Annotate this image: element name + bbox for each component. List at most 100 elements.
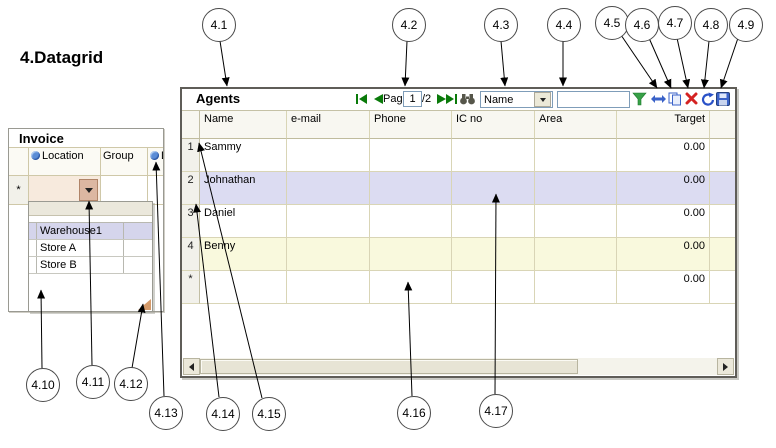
cell-target[interactable]: 0.00 xyxy=(617,205,710,238)
resize-grip[interactable] xyxy=(138,299,151,310)
column-summary-icon xyxy=(150,151,159,160)
cell-target[interactable]: 0.00 xyxy=(617,271,710,304)
row-selector[interactable]: 3 xyxy=(182,205,200,238)
last-page-button[interactable] xyxy=(445,92,459,106)
dropdown-item-label: Warehouse1 xyxy=(37,223,124,239)
cell-email[interactable] xyxy=(287,205,370,238)
cell-email[interactable] xyxy=(287,238,370,271)
invoice-row-selector-header[interactable] xyxy=(9,147,29,176)
dropdown-item-store-a[interactable]: Store A xyxy=(29,240,152,257)
dropdown-item-warehouse1[interactable]: Warehouse1 xyxy=(29,223,152,240)
new-row-marker[interactable]: * xyxy=(182,271,200,304)
scrollbar-thumb[interactable] xyxy=(200,359,578,374)
cell-email[interactable] xyxy=(287,139,370,172)
combo-dropdown-button[interactable] xyxy=(534,92,551,107)
cell-target[interactable]: 0.00 xyxy=(617,172,710,205)
cell-phone[interactable] xyxy=(370,205,452,238)
page-total-label: /2 xyxy=(422,93,432,105)
invoice-column-header-group[interactable]: Group xyxy=(101,147,148,176)
cell-ic-no[interactable] xyxy=(452,139,535,172)
dropdown-popup-header xyxy=(29,202,152,216)
invoice-location-combo-cell[interactable] xyxy=(29,176,101,205)
find-button[interactable] xyxy=(459,93,476,105)
cell-ic-no[interactable] xyxy=(452,205,535,238)
cell-phone[interactable] xyxy=(370,271,452,304)
cell-area[interactable] xyxy=(535,238,617,271)
invoice-column-label-des: Des xyxy=(161,150,163,162)
filter-button[interactable] xyxy=(632,92,647,106)
row-selector[interactable]: 4 xyxy=(182,238,200,271)
chevron-down-icon xyxy=(539,97,546,102)
table-row-selected[interactable]: 2 Johnathan 0.00 xyxy=(182,172,735,205)
invoice-des-cell[interactable] xyxy=(148,176,163,205)
callout-4-5: 4.5 xyxy=(595,6,629,40)
first-page-button[interactable] xyxy=(355,92,369,106)
invoice-column-header-location[interactable]: Location xyxy=(29,147,101,176)
cell-ic-no[interactable] xyxy=(452,172,535,205)
search-field-selector[interactable]: Name xyxy=(480,91,553,108)
cell-area[interactable] xyxy=(535,205,617,238)
cell-target[interactable]: 0.00 xyxy=(617,238,710,271)
table-row[interactable]: 4 Benny 0.00 xyxy=(182,238,735,271)
cell-phone[interactable] xyxy=(370,238,452,271)
arrow-right-icon xyxy=(723,362,728,371)
combo-dropdown-button[interactable] xyxy=(79,179,98,201)
cell-phone[interactable] xyxy=(370,172,452,205)
dropdown-item-store-b[interactable]: Store B xyxy=(29,257,152,274)
invoice-window-title: Invoice xyxy=(19,131,64,146)
save-icon xyxy=(716,92,730,106)
cell-name[interactable]: Daniel xyxy=(200,205,287,238)
table-row-new[interactable]: * 0.00 xyxy=(182,271,735,304)
page-number-input[interactable] xyxy=(403,91,422,107)
scroll-right-button[interactable] xyxy=(717,358,734,375)
cell-email[interactable] xyxy=(287,271,370,304)
cell-area[interactable] xyxy=(535,139,617,172)
column-header-target[interactable]: Target xyxy=(617,111,710,139)
grid-select-all-header[interactable] xyxy=(182,111,200,139)
column-header-phone[interactable]: Phone xyxy=(370,111,452,139)
binoculars-icon xyxy=(460,94,475,105)
row-selector[interactable]: 2 xyxy=(182,172,200,205)
horizontal-scrollbar[interactable] xyxy=(183,358,734,375)
refresh-button[interactable] xyxy=(700,92,714,106)
fit-columns-button[interactable] xyxy=(651,94,666,104)
dropdown-item-selector xyxy=(29,257,37,273)
column-header-overflow xyxy=(710,111,735,139)
page-label: Pag xyxy=(383,93,403,105)
copy-button[interactable] xyxy=(668,92,682,106)
scrollbar-track[interactable] xyxy=(578,358,717,375)
next-page-button[interactable] xyxy=(434,92,448,106)
previous-page-button[interactable] xyxy=(371,92,385,106)
fit-columns-icon xyxy=(651,95,666,103)
cell-name[interactable]: Benny xyxy=(200,238,287,271)
cell-overflow xyxy=(710,205,735,238)
scroll-left-button[interactable] xyxy=(183,358,200,375)
table-row[interactable]: 1 Sammy 0.00 xyxy=(182,139,735,172)
invoice-new-row-marker[interactable]: * xyxy=(9,176,29,205)
cell-name[interactable] xyxy=(200,271,287,304)
column-header-name[interactable]: Name xyxy=(200,111,287,139)
cell-name[interactable]: Sammy xyxy=(200,139,287,172)
filter-value-input[interactable] xyxy=(557,91,630,108)
callout-4-12: 4.12 xyxy=(114,367,148,401)
cell-name[interactable]: Johnathan xyxy=(200,172,287,205)
column-header-area[interactable]: Area xyxy=(535,111,617,139)
page-title: 4.Datagrid xyxy=(20,48,104,67)
invoice-column-header-des[interactable]: Des xyxy=(148,147,163,176)
row-selector[interactable]: 1 xyxy=(182,139,200,172)
callout-4-11: 4.11 xyxy=(76,365,110,399)
cell-target[interactable]: 0.00 xyxy=(617,139,710,172)
callout-4-15: 4.15 xyxy=(252,397,286,431)
column-header-email[interactable]: e-mail xyxy=(287,111,370,139)
table-row[interactable]: 3 Daniel 0.00 xyxy=(182,205,735,238)
cell-ic-no[interactable] xyxy=(452,238,535,271)
column-header-ic-no[interactable]: IC no xyxy=(452,111,535,139)
cell-ic-no[interactable] xyxy=(452,271,535,304)
cell-phone[interactable] xyxy=(370,139,452,172)
callout-4-2: 4.2 xyxy=(392,8,426,42)
cell-area[interactable] xyxy=(535,271,617,304)
save-button[interactable] xyxy=(716,92,730,106)
cell-area[interactable] xyxy=(535,172,617,205)
cell-email[interactable] xyxy=(287,172,370,205)
delete-button[interactable] xyxy=(685,92,698,105)
